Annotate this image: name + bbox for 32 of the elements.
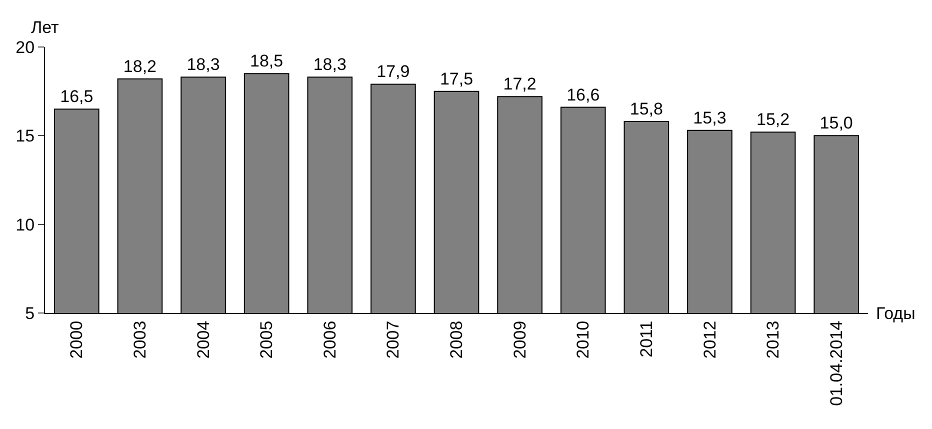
x-tick-label: 2004 — [194, 320, 213, 359]
y-tick-label: 5 — [25, 304, 35, 323]
data-label: 16,6 — [566, 85, 600, 104]
data-label: 18,3 — [186, 55, 220, 74]
y-axis-title: Лет — [31, 18, 60, 37]
x-tick-label: 2012 — [700, 320, 720, 359]
x-axis-title: Годы — [876, 304, 916, 323]
data-label: 17,2 — [503, 74, 536, 94]
x-tick-label: 2008 — [447, 320, 466, 359]
x-tick-label: 2000 — [67, 320, 86, 359]
data-label: 16,5 — [60, 87, 94, 106]
data-label: 15,2 — [756, 110, 790, 130]
y-tick-label: 10 — [16, 215, 35, 234]
x-tick-label: 2007 — [384, 320, 403, 359]
x-tick-label: 2005 — [257, 320, 276, 359]
x-tick-label: 2013 — [764, 320, 783, 359]
x-tick-label: 2010 — [574, 320, 593, 359]
data-label: 17,5 — [440, 69, 474, 88]
data-label: 17,9 — [376, 62, 410, 82]
data-label: 15,8 — [630, 99, 663, 118]
y-tick-label: 20 — [16, 38, 35, 57]
x-tick-label: 2003 — [130, 320, 150, 359]
y-tick-label: 15 — [16, 126, 35, 146]
data-label: 15,0 — [820, 114, 853, 133]
x-tick-label: 2011 — [636, 320, 656, 358]
x-tick-label: 2006 — [320, 320, 340, 359]
data-label: 18,5 — [250, 52, 284, 71]
data-label: 18,3 — [313, 55, 346, 74]
data-label: 15,3 — [693, 108, 726, 128]
x-tick-label: 2009 — [510, 320, 530, 359]
data-label: 18,2 — [123, 56, 157, 76]
x-tick-label: 01.04.2014 — [826, 320, 846, 406]
